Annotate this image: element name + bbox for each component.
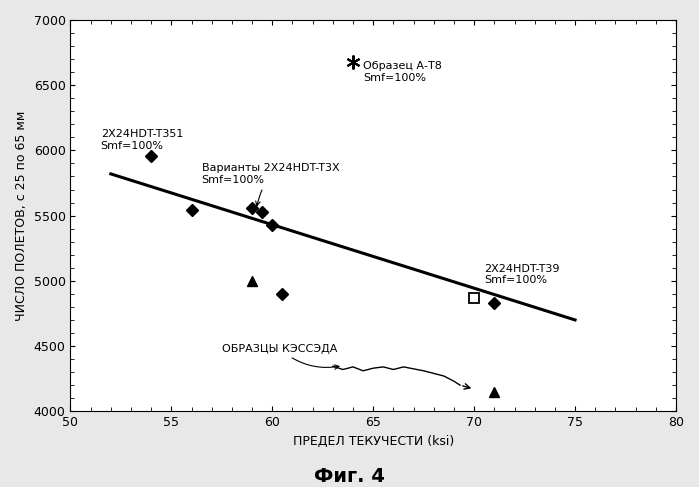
Text: ОБРАЗЦЫ КЭССЭДА: ОБРАЗЦЫ КЭССЭДА <box>222 344 339 369</box>
Text: 2X24HDT-T351
Smf=100%: 2X24HDT-T351 Smf=100% <box>101 129 183 151</box>
Text: Варианты 2X24HDT-T3X
Smf=100%: Варианты 2X24HDT-T3X Smf=100% <box>201 163 339 206</box>
Text: Образец А-Т8
Smf=100%: Образец А-Т8 Smf=100% <box>363 61 442 83</box>
Text: Фиг. 4: Фиг. 4 <box>314 467 385 486</box>
X-axis label: ПРЕДЕЛ ТЕКУЧЕСТИ (ksi): ПРЕДЕЛ ТЕКУЧЕСТИ (ksi) <box>293 435 454 448</box>
Y-axis label: ЧИСЛО ПОЛЕТОВ, с 25 по 65 мм: ЧИСЛО ПОЛЕТОВ, с 25 по 65 мм <box>15 111 28 321</box>
Text: 2X24HDT-T39
Smf=100%: 2X24HDT-T39 Smf=100% <box>484 263 560 285</box>
